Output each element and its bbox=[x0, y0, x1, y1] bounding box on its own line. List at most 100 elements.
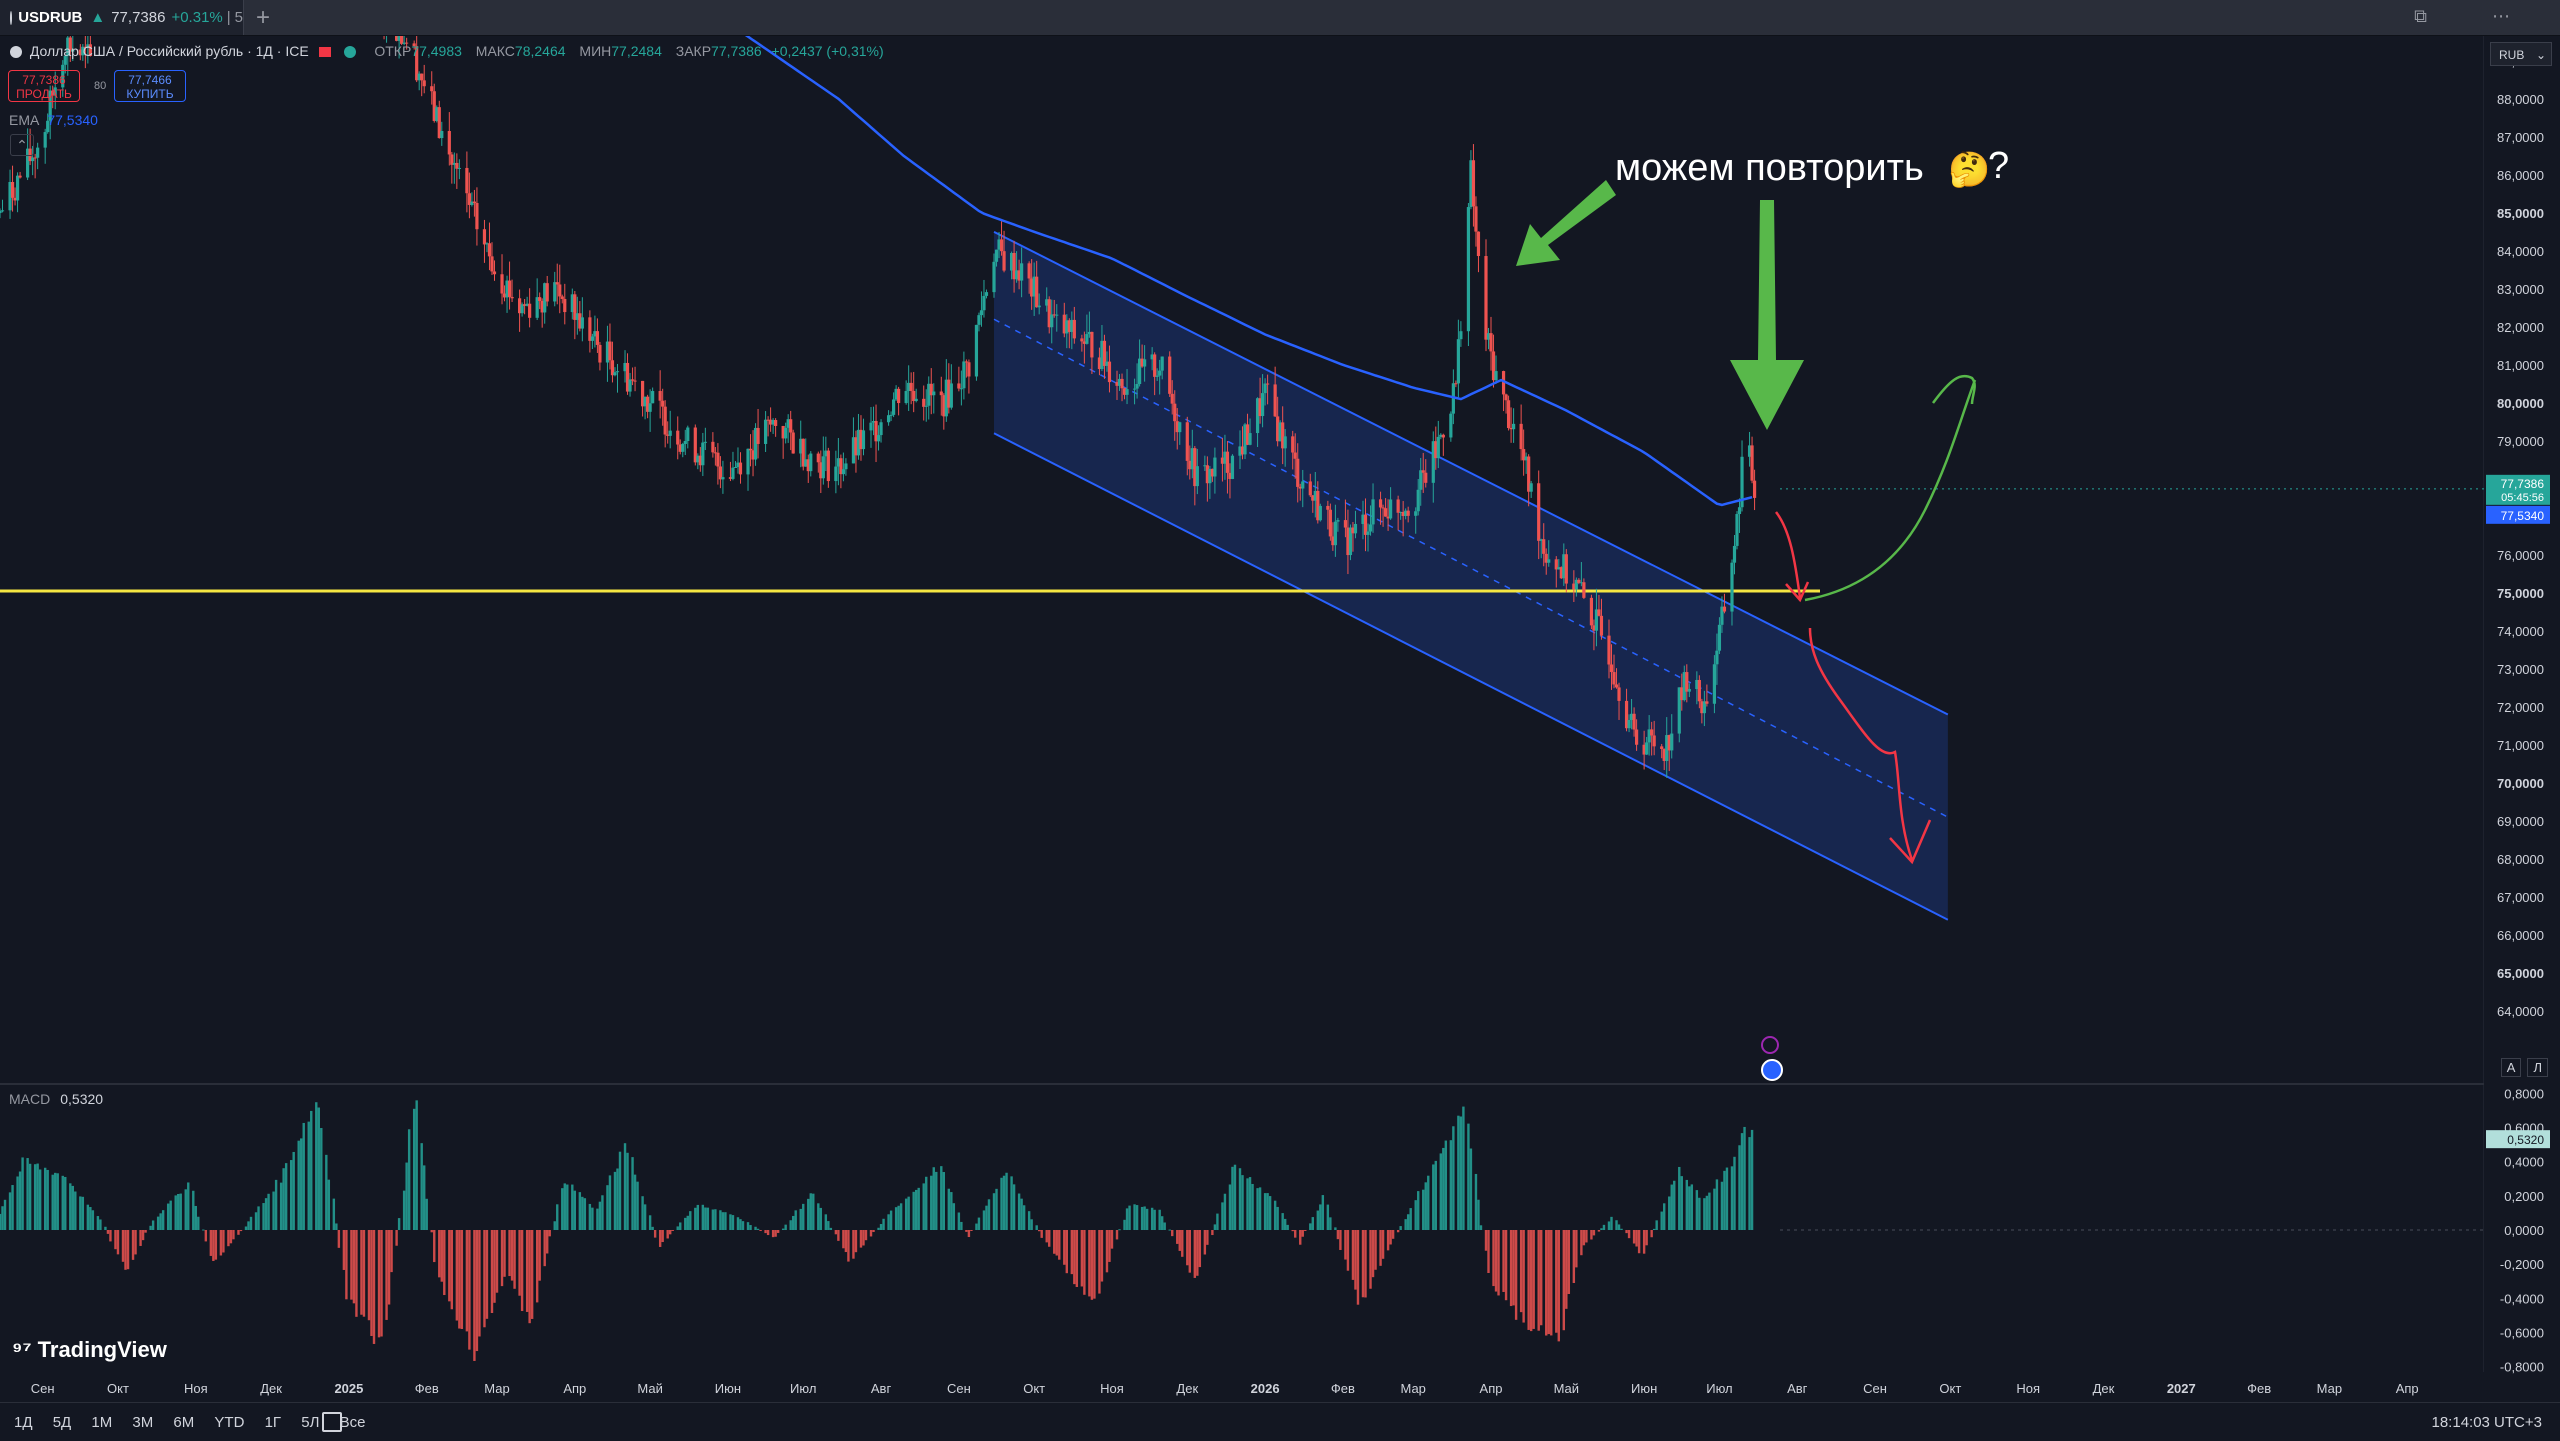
range-1y[interactable]: 1Г bbox=[264, 1414, 282, 1431]
candle bbox=[979, 310, 984, 316]
candle bbox=[48, 90, 52, 121]
macd-bar bbox=[1022, 1205, 1026, 1230]
macd-bar bbox=[1582, 1230, 1586, 1246]
candle bbox=[643, 396, 647, 407]
macd-bar bbox=[1231, 1166, 1234, 1230]
macd-bar bbox=[676, 1226, 679, 1230]
currency-select[interactable]: RUB ⌄ bbox=[2490, 42, 2552, 66]
macd-bar bbox=[169, 1200, 172, 1230]
candle bbox=[475, 202, 479, 230]
candle bbox=[703, 441, 707, 443]
candle bbox=[8, 181, 12, 211]
lightning-event-icon bbox=[1761, 1036, 1779, 1054]
macd-bar bbox=[1045, 1230, 1048, 1243]
macd-bar bbox=[448, 1230, 451, 1302]
macd-bar bbox=[1432, 1164, 1435, 1230]
macd-bar bbox=[465, 1230, 469, 1332]
macd-bar bbox=[1494, 1230, 1498, 1292]
price-tick-label: 73,0000 bbox=[2497, 662, 2544, 677]
macd-bar bbox=[1354, 1230, 1357, 1290]
symbol-tab[interactable]: USDRUB ▲ 77,7386 +0.31% | 5 bbox=[0, 0, 244, 35]
macd-bar bbox=[390, 1230, 393, 1273]
range-1m[interactable]: 1М bbox=[91, 1414, 113, 1431]
grid bbox=[0, 36, 2560, 1372]
candle bbox=[1240, 446, 1245, 455]
log-scale-button[interactable]: Л bbox=[2527, 1058, 2548, 1077]
close-label: ЗАКР bbox=[675, 43, 712, 59]
candle bbox=[1153, 354, 1157, 377]
macd-bar bbox=[1053, 1230, 1056, 1254]
range-5y[interactable]: 5Л bbox=[301, 1414, 320, 1431]
macd-bar bbox=[1158, 1209, 1161, 1230]
candle bbox=[1454, 383, 1458, 385]
candle bbox=[992, 261, 996, 293]
candle bbox=[1547, 559, 1551, 563]
macd-bar bbox=[194, 1205, 197, 1230]
macd-bar bbox=[460, 1230, 464, 1330]
chart-canvas[interactable]: можем повторить🤔? 89,000088,000087,00008… bbox=[0, 36, 2560, 1402]
macd-bar bbox=[1522, 1230, 1525, 1323]
candle bbox=[560, 296, 564, 299]
candle bbox=[686, 427, 690, 441]
macd-tick-label: 0,8000 bbox=[2504, 1086, 2544, 1101]
candle bbox=[658, 391, 662, 401]
candle bbox=[61, 64, 65, 88]
auto-scale-button[interactable]: A bbox=[2500, 1058, 2522, 1077]
time-tick-label: Окт bbox=[1023, 1381, 1045, 1396]
macd-bar bbox=[598, 1201, 602, 1230]
buy-button[interactable]: 77,7466 КУПИТЬ bbox=[114, 70, 186, 102]
range-5d[interactable]: 5Д bbox=[52, 1414, 72, 1431]
candle bbox=[1353, 523, 1358, 534]
candle bbox=[502, 293, 507, 298]
macd-bar bbox=[495, 1230, 499, 1293]
new-tab-button[interactable]: + bbox=[256, 4, 271, 31]
sell-button[interactable]: 77,7386 ПРОДАТЬ bbox=[8, 70, 80, 102]
macd-bar bbox=[1467, 1123, 1470, 1230]
candle bbox=[1193, 448, 1197, 487]
regression-channel bbox=[993, 230, 1949, 921]
calendar-icon[interactable] bbox=[322, 1412, 342, 1432]
macd-bar bbox=[1188, 1230, 1191, 1273]
range-ytd[interactable]: YTD bbox=[214, 1414, 245, 1431]
price-tick-label: 87,0000 bbox=[2497, 130, 2544, 145]
macd-bar bbox=[1615, 1220, 1618, 1230]
macd-histogram bbox=[0, 1100, 1754, 1361]
collapse-legend-button[interactable]: ⌃ bbox=[10, 134, 34, 156]
clock[interactable]: 18:14:03 UTC+3 bbox=[2431, 1414, 2543, 1431]
candle bbox=[405, 42, 409, 44]
candle bbox=[889, 414, 893, 416]
macd-bar bbox=[1301, 1230, 1304, 1237]
macd-bar bbox=[1474, 1173, 1478, 1230]
macd-bar bbox=[1334, 1227, 1337, 1230]
macd-bar bbox=[914, 1189, 918, 1230]
ema-legend[interactable]: EMA 77,5340 bbox=[9, 112, 98, 128]
macd-bar bbox=[1555, 1230, 1558, 1333]
candle bbox=[1431, 441, 1435, 483]
macd-bar bbox=[310, 1110, 313, 1230]
macd-bar bbox=[372, 1230, 376, 1344]
candle bbox=[1700, 701, 1704, 714]
macd-bar bbox=[553, 1221, 556, 1230]
candle bbox=[939, 391, 943, 396]
range-6m[interactable]: 6М bbox=[173, 1414, 195, 1431]
candle bbox=[1386, 516, 1390, 519]
candle bbox=[68, 37, 72, 52]
tradingview-logo[interactable]: ⁹⁷ TradingView bbox=[12, 1337, 167, 1363]
range-3m[interactable]: 3М bbox=[132, 1414, 154, 1431]
macd-bar bbox=[1720, 1181, 1724, 1230]
candle bbox=[1017, 270, 1021, 281]
range-all[interactable]: Все bbox=[339, 1414, 366, 1431]
candle bbox=[947, 379, 951, 408]
macd-bar bbox=[809, 1193, 812, 1230]
candle bbox=[53, 87, 57, 96]
candle bbox=[1065, 320, 1069, 334]
macd-bar bbox=[802, 1203, 805, 1230]
candle bbox=[859, 429, 863, 450]
macd-legend[interactable]: MACD 0,5320 bbox=[9, 1091, 103, 1107]
time-tick-label: Авг bbox=[871, 1381, 892, 1396]
window-icons[interactable]: ⧉ ⋯ bbox=[2414, 6, 2540, 26]
macd-bar bbox=[1547, 1230, 1550, 1335]
range-1d[interactable]: 1Д bbox=[14, 1414, 33, 1431]
candle bbox=[1434, 441, 1438, 459]
candle bbox=[1155, 375, 1159, 377]
